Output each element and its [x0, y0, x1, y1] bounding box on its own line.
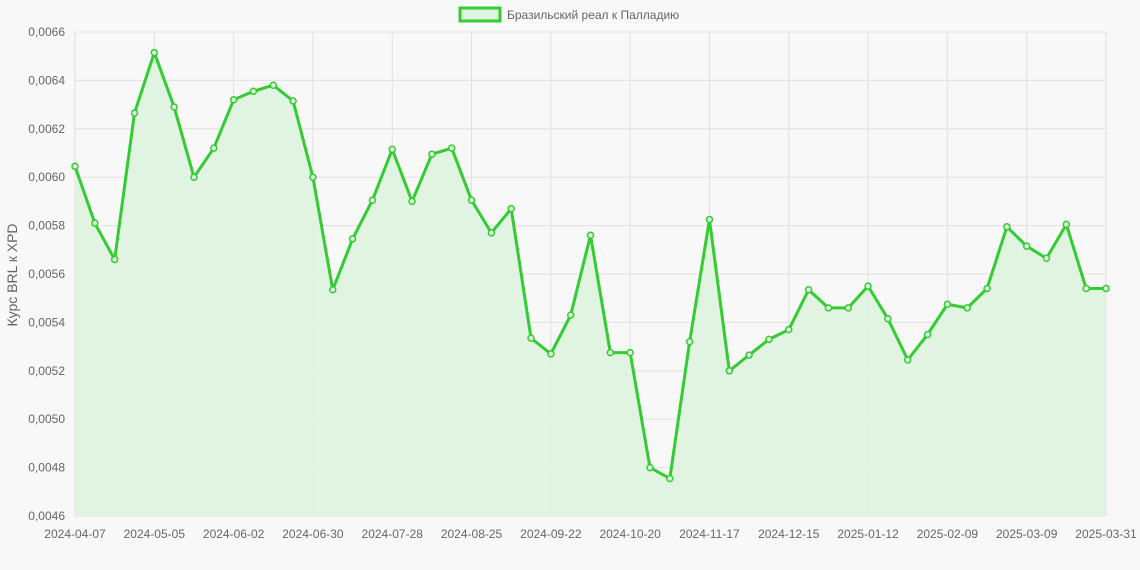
data-point[interactable]: [844, 304, 852, 312]
data-point[interactable]: [110, 255, 119, 264]
y-tick-label: 0,0066: [28, 25, 65, 39]
data-point[interactable]: [626, 348, 634, 357]
data-point[interactable]: [527, 334, 535, 342]
x-tick-label: 2024-06-30: [282, 527, 344, 541]
data-point[interactable]: [368, 196, 377, 204]
data-point[interactable]: [170, 103, 178, 111]
x-tick-label: 2024-07-28: [362, 527, 424, 541]
data-point[interactable]: [428, 150, 436, 158]
data-point[interactable]: [725, 367, 734, 375]
data-point[interactable]: [824, 304, 833, 312]
x-tick-label: 2024-09-22: [520, 527, 582, 541]
y-axis-title: Курс BRL к XPD: [4, 223, 20, 326]
data-point[interactable]: [348, 235, 357, 243]
x-tick-label: 2024-10-20: [599, 527, 661, 541]
y-tick-label: 0,0058: [28, 219, 65, 233]
y-tick-label: 0,0054: [28, 315, 65, 329]
data-point[interactable]: [210, 144, 218, 152]
legend[interactable]: Бразильский реал к Палладию: [458, 6, 679, 23]
data-point[interactable]: [329, 285, 337, 294]
data-point[interactable]: [229, 96, 238, 104]
data-point[interactable]: [705, 215, 714, 224]
data-point[interactable]: [190, 173, 198, 181]
data-point[interactable]: [487, 229, 496, 237]
x-tick-label: 2024-05-05: [124, 527, 186, 541]
data-point[interactable]: [130, 109, 139, 117]
data-point[interactable]: [606, 348, 615, 357]
data-point[interactable]: [91, 219, 99, 227]
data-point[interactable]: [963, 304, 971, 312]
x-tick-label: 2025-02-09: [917, 527, 979, 541]
data-point[interactable]: [467, 196, 476, 204]
x-tick-label: 2025-03-09: [996, 527, 1058, 541]
data-point[interactable]: [269, 81, 278, 89]
data-point[interactable]: [765, 335, 773, 344]
y-tick-labels: 0,0046 0,0048 0,0050 0,0052 0,0054 0,0056 0,00…: [28, 25, 65, 523]
data-point[interactable]: [804, 285, 813, 294]
data-point[interactable]: [388, 145, 396, 154]
y-tick-label: 0,0062: [28, 122, 65, 136]
data-point[interactable]: [785, 325, 793, 334]
x-tick-label: 2024-08-25: [441, 527, 503, 541]
data-point[interactable]: [289, 97, 297, 105]
data-point[interactable]: [903, 356, 912, 364]
y-tick-label: 0,0060: [28, 170, 65, 184]
data-point[interactable]: [1062, 220, 1071, 229]
points-layer: [71, 48, 1110, 483]
y-tick-label: 0,0046: [28, 509, 65, 523]
data-point[interactable]: [586, 231, 595, 240]
x-tick-label: 2024-06-02: [203, 527, 265, 541]
data-point[interactable]: [1102, 284, 1110, 293]
y-tick-label: 0,0056: [28, 267, 65, 281]
data-point[interactable]: [1022, 242, 1031, 250]
x-tick-label: 2024-04-07: [44, 527, 106, 541]
data-point[interactable]: [666, 474, 674, 483]
y-tick-label: 0,0064: [28, 73, 65, 87]
legend-label[interactable]: Бразильский реал к Палладию: [507, 8, 679, 22]
data-point[interactable]: [923, 330, 932, 339]
data-point[interactable]: [685, 338, 694, 346]
data-point[interactable]: [646, 463, 654, 472]
y-tick-label: 0,0052: [28, 364, 65, 378]
x-tick-label: 2025-01-12: [837, 527, 899, 541]
data-point[interactable]: [249, 87, 258, 96]
x-tick-labels: 2024-04-07 2024-05-05 2024-06-02 2024-06-30…: [44, 527, 1137, 541]
area-layer: [75, 52, 1106, 516]
data-point[interactable]: [1003, 223, 1011, 231]
data-point[interactable]: [408, 197, 416, 206]
data-point[interactable]: [884, 315, 892, 323]
data-point[interactable]: [547, 350, 555, 358]
y-tick-label: 0,0050: [28, 412, 65, 426]
x-tick-label: 2025-03-31: [1075, 527, 1137, 541]
data-point[interactable]: [943, 300, 952, 308]
data-point[interactable]: [1082, 284, 1090, 293]
data-point[interactable]: [71, 162, 79, 171]
series-area: [75, 52, 1106, 516]
data-point[interactable]: [983, 284, 991, 293]
x-tick-label: 2024-12-15: [758, 527, 820, 541]
data-point[interactable]: [150, 48, 159, 57]
data-point[interactable]: [566, 311, 575, 319]
data-point[interactable]: [745, 351, 753, 359]
x-tick-label: 2024-11-17: [679, 527, 740, 541]
data-point[interactable]: [507, 204, 515, 213]
data-point[interactable]: [1042, 254, 1051, 263]
y-tick-label: 0,0048: [28, 461, 65, 475]
legend-swatch[interactable]: [458, 6, 502, 23]
data-point[interactable]: [309, 173, 317, 181]
data-point[interactable]: [864, 282, 872, 290]
data-point[interactable]: [447, 144, 456, 152]
